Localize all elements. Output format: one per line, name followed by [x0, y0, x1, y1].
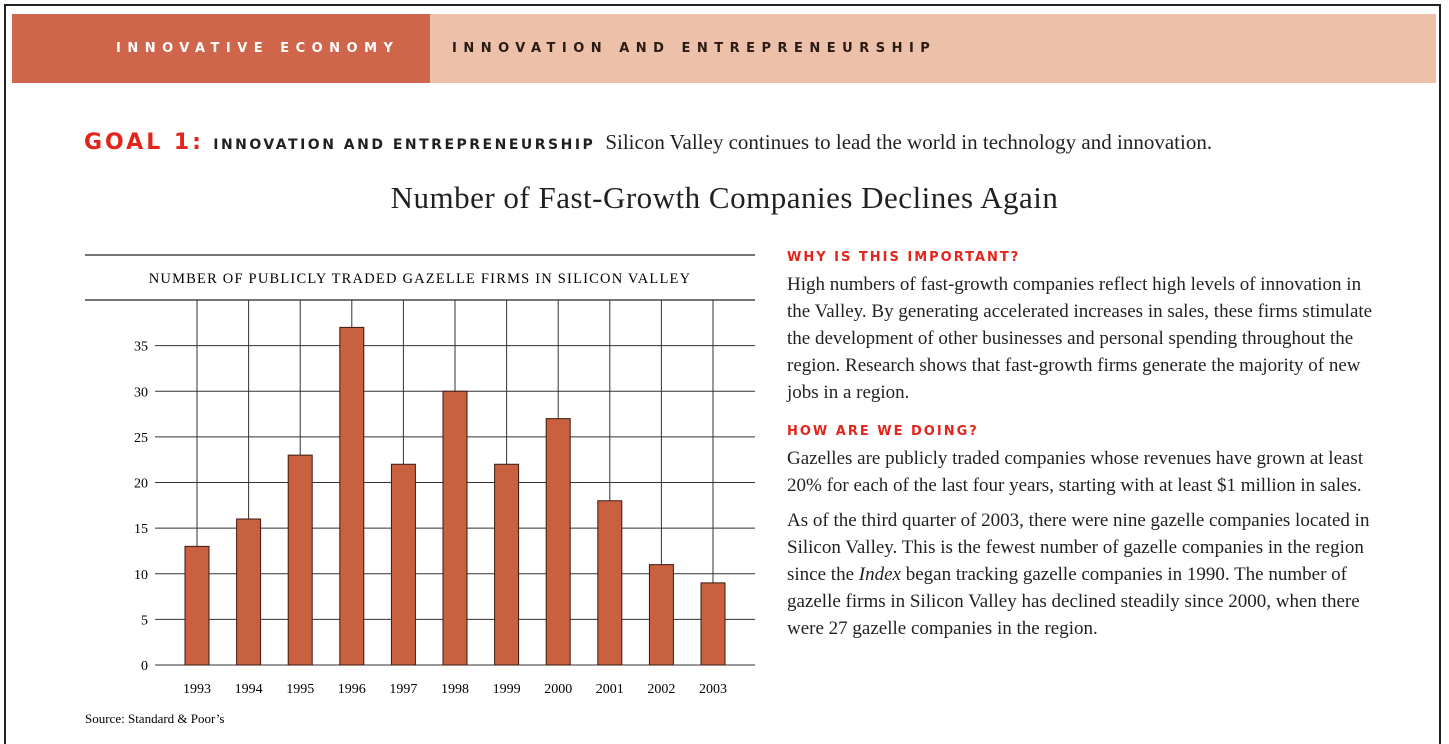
x-tick-label: 2001: [596, 682, 624, 697]
y-tick-label: 0: [141, 659, 148, 674]
paragraph: Gazelles are publicly traded companies w…: [787, 445, 1377, 499]
y-tick-label: 5: [141, 613, 148, 628]
page-frame: [4, 4, 1441, 744]
bar: [390, 463, 416, 666]
text-run: Index: [858, 564, 901, 585]
goal-name: INNOVATION AND ENTREPRENEURSHIP: [213, 137, 596, 153]
text-run: began tracking gazelle companies in 1990…: [787, 564, 1360, 639]
goal-statement: Silicon Valley continues to lead the wor…: [605, 130, 1213, 154]
bar: [597, 500, 623, 666]
section-label: INNOVATIVE ECONOMY: [116, 41, 400, 56]
bar: [236, 518, 262, 666]
bar: [184, 545, 210, 666]
paragraph: As of the third quarter of 2003, there w…: [787, 507, 1377, 642]
x-tick-label: 1996: [338, 682, 366, 697]
y-tick-label: 30: [134, 385, 148, 400]
y-tick-label: 35: [134, 340, 148, 355]
bar: [700, 582, 726, 666]
x-tick-label: 2000: [544, 682, 572, 697]
bar: [287, 454, 313, 666]
bar: [494, 463, 520, 666]
text-section: HOW ARE WE DOING? Gazelles are publicly t…: [787, 424, 1377, 642]
x-tick-label: 1998: [441, 682, 469, 697]
y-tick-label: 10: [134, 568, 148, 583]
y-tick-label: 20: [134, 477, 148, 492]
x-tick-label: 1999: [493, 682, 521, 697]
chart-title: NUMBER OF PUBLICLY TRADED GAZELLE FIRMS …: [149, 271, 692, 287]
section-heading: WHY IS THIS IMPORTANT?: [787, 250, 1021, 265]
bar: [648, 564, 674, 666]
goal-label: GOAL 1:: [84, 130, 204, 155]
paragraph: High numbers of fast-growth companies re…: [787, 271, 1377, 406]
y-tick-label: 15: [134, 522, 148, 537]
bar: [545, 418, 571, 666]
page-title: Number of Fast-Growth Companies Declines…: [390, 180, 1059, 215]
section-band: INNOVATIVE ECONOMY: [12, 14, 430, 83]
goal-line: GOAL 1: INNOVATION AND ENTREPRENEURSHIP S…: [84, 130, 1212, 155]
topic-label: INNOVATION AND ENTREPRENEURSHIP: [452, 41, 937, 56]
x-tick-label: 1997: [389, 682, 417, 697]
text-section: WHY IS THIS IMPORTANT? High numbers of fa…: [787, 250, 1377, 406]
text-run: Gazelles are publicly traded companies w…: [787, 448, 1364, 496]
x-tick-label: 1993: [183, 682, 211, 697]
text-run: High numbers of fast-growth companies re…: [787, 274, 1373, 403]
topic-band: INNOVATION AND ENTREPRENEURSHIP: [430, 14, 1436, 83]
text-column: WHY IS THIS IMPORTANT? High numbers of fa…: [787, 250, 1377, 660]
x-tick-label: 1995: [286, 682, 314, 697]
y-tick-label: 25: [134, 431, 148, 446]
chart: NUMBER OF PUBLICLY TRADED GAZELLE FIRMS …: [85, 254, 755, 726]
section-heading: HOW ARE WE DOING?: [787, 424, 979, 439]
chart-source: Source: Standard & Poor’s: [85, 711, 225, 726]
bar: [339, 326, 365, 666]
text-run: As of the third quarter of 2003, there w…: [787, 510, 1370, 585]
x-tick-label: 1994: [235, 682, 263, 697]
bar: [442, 390, 468, 666]
x-tick-label: 2003: [699, 682, 727, 697]
x-tick-label: 2002: [647, 682, 675, 697]
